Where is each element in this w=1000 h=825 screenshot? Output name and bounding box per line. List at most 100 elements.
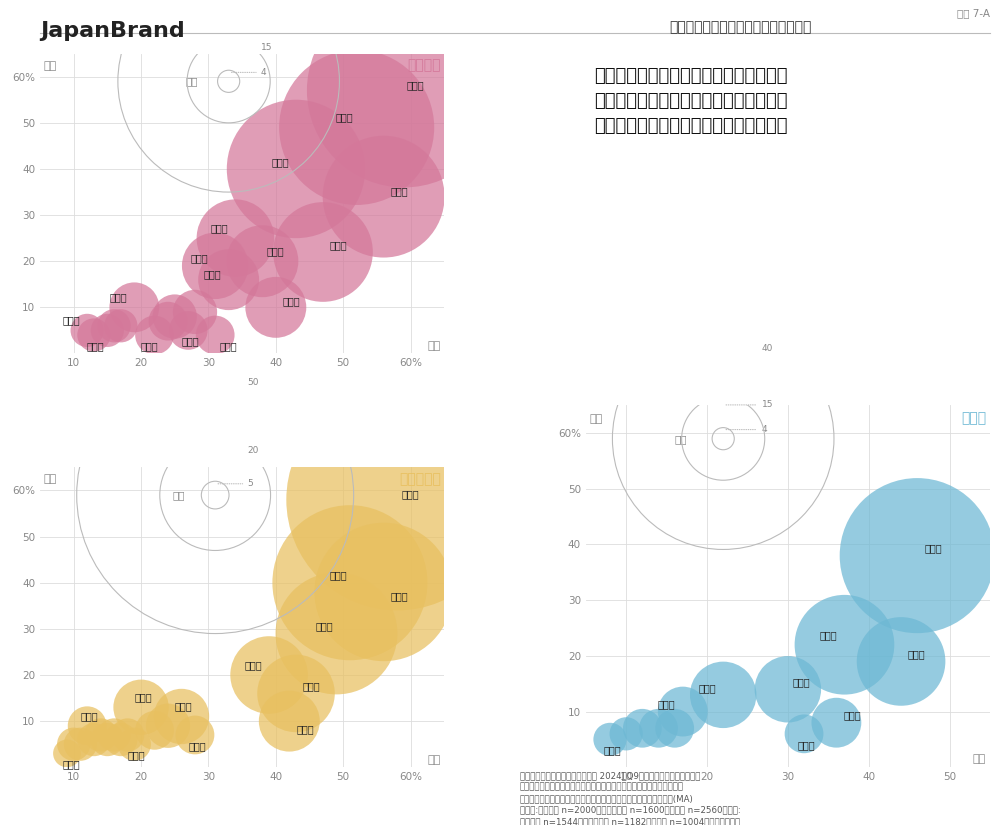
Text: 沖縄県: 沖縄県	[792, 677, 810, 687]
Point	[173, 710, 189, 723]
Text: 図表 7-A: 図表 7-A	[957, 8, 990, 18]
Text: 長崎県: 長崎県	[244, 660, 262, 670]
Point	[207, 488, 223, 502]
Point	[715, 432, 731, 446]
Point	[160, 719, 176, 733]
Text: 長野県: 長野県	[141, 341, 158, 351]
Point	[59, 747, 75, 760]
Point	[221, 75, 237, 88]
Point	[780, 682, 796, 695]
Text: 経験: 経験	[43, 60, 57, 71]
Text: 4: 4	[261, 68, 267, 77]
Point	[99, 323, 115, 337]
Text: 東アジア: 東アジア	[407, 59, 441, 73]
Text: 栃木県: 栃木県	[62, 315, 80, 325]
Point	[602, 733, 618, 746]
Point	[715, 432, 731, 446]
Text: 三重県: 三重県	[63, 759, 80, 769]
Point	[281, 714, 297, 728]
Text: 北海道: 北海道	[316, 621, 333, 631]
Text: 20: 20	[248, 446, 259, 455]
Text: 認知: 認知	[973, 755, 986, 765]
Text: 静岡県: 静岡県	[181, 337, 199, 346]
Text: 大阪府: 大阪府	[329, 571, 347, 581]
Text: 三重県: 三重県	[87, 341, 105, 351]
Text: 福島県: 福島県	[188, 741, 206, 751]
Text: 京都府: 京都府	[819, 629, 837, 640]
Point	[106, 728, 122, 742]
Point	[113, 733, 129, 746]
Text: 沖縄県: 沖縄県	[303, 681, 321, 691]
Point	[389, 493, 405, 507]
Point	[207, 488, 223, 502]
Point	[221, 75, 237, 88]
Text: 福岡県: 福岡県	[267, 247, 284, 257]
Text: 京都府: 京都府	[271, 157, 289, 167]
Point	[86, 328, 102, 342]
Point	[79, 719, 95, 733]
Point	[147, 328, 163, 342]
Point	[288, 163, 304, 176]
Text: 奈良県: 奈良県	[210, 224, 228, 233]
Point	[828, 716, 844, 729]
Point	[618, 727, 634, 740]
Point	[167, 310, 183, 323]
Text: 大阪府: 大阪府	[908, 649, 926, 659]
Point	[349, 120, 365, 134]
Text: 東京都: 東京都	[924, 544, 942, 554]
Text: 経験: 経験	[590, 413, 603, 423]
Point	[72, 738, 88, 751]
Point	[221, 273, 237, 286]
Point	[715, 688, 731, 701]
Point	[79, 323, 95, 337]
Point	[268, 301, 284, 314]
Text: 広島県: 広島県	[283, 296, 300, 307]
Point	[667, 722, 683, 735]
Point	[396, 84, 412, 97]
Point	[133, 700, 149, 714]
Point	[126, 738, 142, 751]
Text: 北海道: 北海道	[391, 186, 408, 196]
Point	[120, 728, 136, 742]
Point	[207, 328, 223, 342]
Text: JapanBrand: JapanBrand	[40, 21, 185, 40]
Text: 沖縄県: 沖縄県	[330, 240, 348, 250]
Text: 都道府県の認知・訪問経験・訪問意向: 都道府県の認知・訪問経験・訪問意向	[669, 21, 811, 35]
Text: 15: 15	[261, 43, 272, 52]
Text: 意向: 意向	[186, 76, 198, 87]
Text: 奈良県: 奈良県	[134, 692, 152, 702]
Point	[187, 728, 203, 742]
Text: 高知県: 高知県	[603, 745, 621, 756]
Text: 出所：電通ジャパンブランド調査 2024　Q9：日本の地名（都道府県）
についてお伺いします。　あなたが知っているところ・行ったことがあ
るところ・行ってみたい: 出所：電通ジャパンブランド調査 2024 Q9：日本の地名（都道府県） について…	[520, 771, 741, 825]
Point	[147, 724, 163, 737]
Point	[836, 638, 852, 651]
Point	[634, 722, 650, 735]
Text: 5: 5	[248, 479, 253, 488]
Point	[675, 705, 691, 718]
Text: 東京都: 東京都	[407, 80, 424, 90]
Text: 経験: 経験	[43, 474, 57, 484]
Point	[909, 549, 925, 562]
Point	[113, 319, 129, 332]
Point	[187, 305, 203, 318]
Point	[207, 488, 223, 502]
Text: 認知: 認知	[428, 755, 441, 765]
Text: 兵庫県: 兵庫県	[109, 292, 127, 303]
Point	[126, 301, 142, 314]
Text: 長崎県: 長崎県	[204, 269, 221, 279]
Text: 東京都: 東京都	[401, 489, 419, 499]
Point	[315, 245, 331, 258]
Point	[254, 255, 270, 268]
Text: 福島県: 福島県	[797, 740, 815, 750]
Point	[207, 259, 223, 272]
Text: 40: 40	[762, 344, 773, 353]
Text: 広島県: 広島県	[296, 724, 314, 734]
Point	[99, 733, 115, 746]
Point	[180, 323, 196, 337]
Point	[715, 432, 731, 446]
Point	[893, 655, 909, 668]
Text: 山口県: 山口県	[127, 750, 145, 760]
Point	[160, 314, 176, 328]
Point	[93, 728, 109, 742]
Text: 認知: 認知	[428, 342, 441, 351]
